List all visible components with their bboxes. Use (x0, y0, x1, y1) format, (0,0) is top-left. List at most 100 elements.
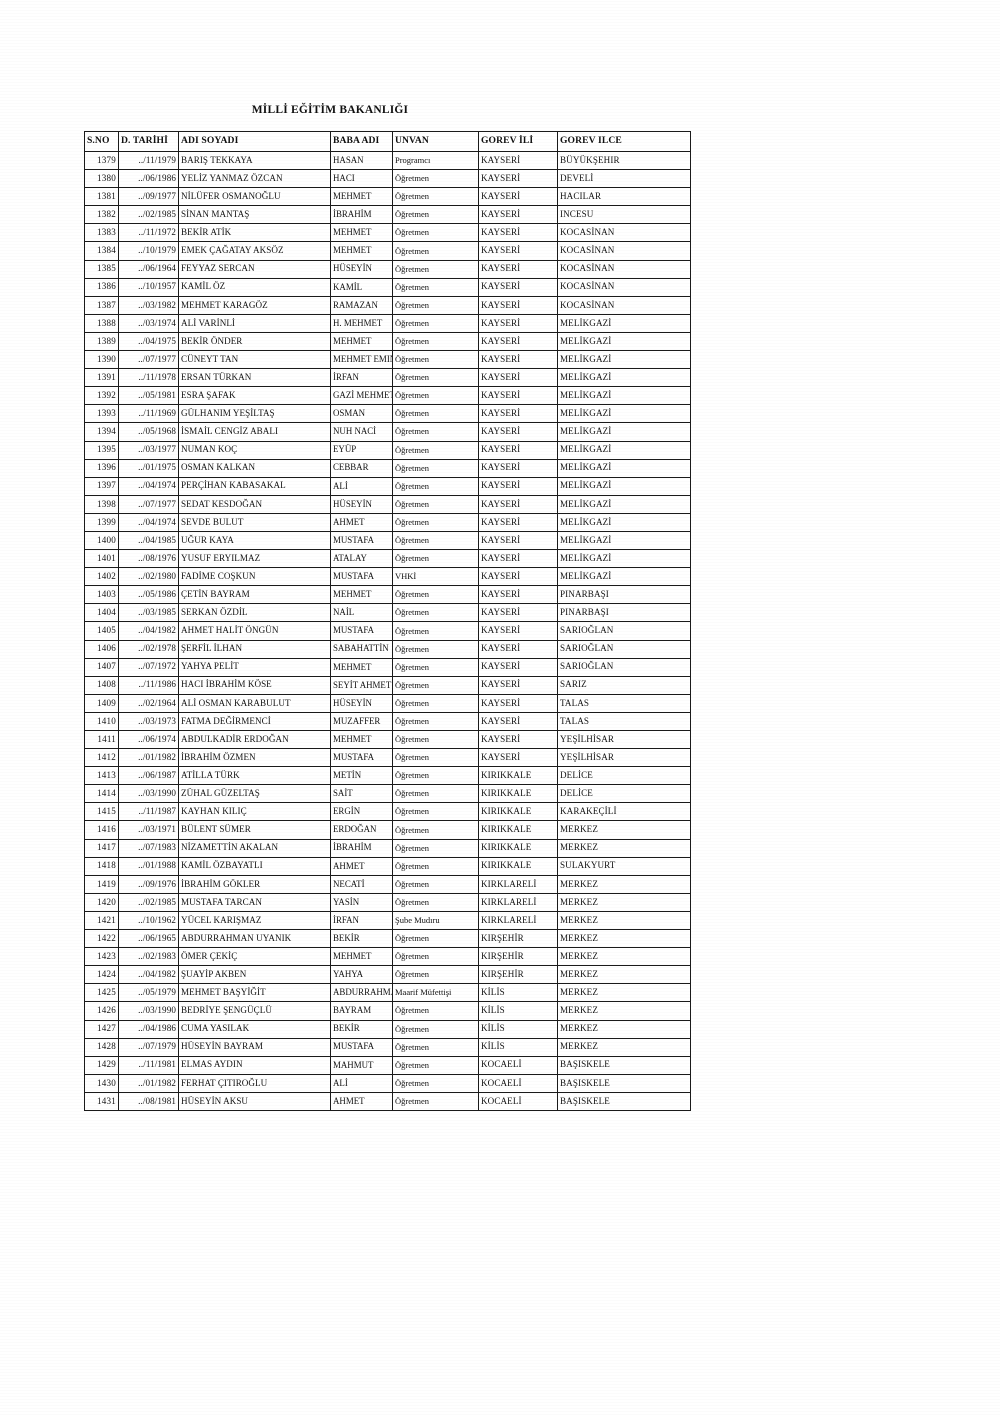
cell-unvan: VHKİ (392, 567, 479, 587)
cell-baba: MUSTAFA (330, 621, 393, 641)
cell-tarih: ../01/1982 (118, 1073, 179, 1093)
cell-unvan: Öğretmen (392, 512, 479, 532)
cell-il: KAYSERİ (478, 350, 558, 370)
cell-baba: İRFAN (330, 368, 393, 388)
table-row: 1416 ../03/1971 BÜLENT SÜMER ERDOĞAN Öğretme… (84, 820, 691, 840)
cell-ad: ÖMER ÇEKİÇ (178, 947, 331, 967)
cell-baba: MUSTAFA (330, 1037, 393, 1057)
cell-ad: UĞUR KAYA (178, 530, 331, 551)
cell-baba: HASAN (330, 150, 393, 171)
cell-ilce: MERKEZ (557, 910, 691, 931)
cell-il: KAYSERİ (478, 549, 558, 569)
column-header-tarih: D. TARİHİ (118, 131, 179, 152)
cell-ad: SEDAT KESDOĞAN (178, 494, 331, 514)
cell-ilce: TALAS (557, 711, 691, 732)
cell-il: KIRKLARELİ (478, 910, 558, 931)
cell-tarih: ../06/1965 (118, 929, 179, 949)
cell-unvan: Öğretmen (392, 368, 479, 388)
cell-sno: 1415 (84, 802, 119, 822)
cell-baba: MUSTAFA (330, 748, 393, 768)
cell-unvan: Öğretmen (392, 693, 479, 713)
cell-baba: MEHMET (330, 223, 393, 243)
cell-tarih: ../04/1974 (118, 512, 179, 532)
cell-il: KOCAELİ (478, 1091, 558, 1111)
cell-ilce: BAŞISKELE (557, 1073, 691, 1093)
cell-ad: NUMAN KOÇ (178, 440, 331, 460)
cell-ad: ALİ VARİNLİ (178, 313, 331, 333)
column-header-ad: ADI SOYADI (178, 131, 331, 152)
cell-unvan: Öğretmen (392, 241, 479, 261)
cell-unvan: Öğretmen (392, 205, 479, 225)
cell-sno: 1393 (84, 404, 119, 424)
table-row: 1415 ../11/1987 KAYHAN KILIÇ ERGİN Öğretmen K… (84, 802, 691, 822)
cell-baba: İRFAN (330, 910, 393, 931)
cell-il: KAYSERİ (478, 530, 558, 551)
cell-unvan: Öğretmen (392, 331, 479, 352)
cell-ilce: MERKEZ (557, 983, 691, 1003)
cell-il: KİLİS (478, 1001, 558, 1021)
cell-unvan: Şube Mudıru (392, 910, 479, 931)
cell-ad: MEHMET KARAGÖZ (178, 295, 331, 315)
cell-baba: YASİN (330, 892, 393, 912)
cell-ad: ŞUAYİP AKBEN (178, 965, 331, 985)
table-row: 1381 ../09/1977 NİLÜFER OSMANOĞLU MEHMET Öğr… (84, 187, 691, 207)
table-row: 1379 ../11/1979 BARIŞ TEKKAYA HASAN Programc… (84, 150, 691, 171)
cell-unvan: Öğretmen (392, 1019, 479, 1039)
cell-tarih: ../10/1957 (118, 277, 179, 297)
table-row: 1396 ../01/1975 OSMAN KALKAN CEBBAR Öğretmen… (84, 458, 691, 478)
cell-ilce: MERKEZ (557, 874, 691, 894)
table-row: 1414 ../03/1990 ZÜHAL GÜZELTAŞ SAİT Öğretmen… (84, 784, 691, 804)
cell-unvan: Öğretmen (392, 404, 479, 424)
cell-sno: 1416 (84, 820, 119, 840)
cell-ilce: MERKEZ (557, 1001, 691, 1021)
cell-tarih: ../09/1976 (118, 874, 179, 894)
table-row: 1401 ../08/1976 YUSUF ERYILMAZ ATALAY Öğretm… (84, 549, 691, 569)
cell-il: KIRKLARELİ (478, 892, 558, 912)
cell-sno: 1424 (84, 965, 119, 985)
cell-unvan: Öğretmen (392, 494, 479, 514)
cell-sno: 1407 (84, 657, 119, 677)
cell-sno: 1401 (84, 549, 119, 569)
cell-tarih: ../03/1977 (118, 440, 179, 460)
cell-unvan: Öğretmen (392, 223, 479, 243)
cell-ad: PERÇİHAN KABASAKAL (178, 476, 331, 496)
cell-unvan: Öğretmen (392, 549, 479, 569)
cell-ilce: YEŞİLHİSAR (557, 748, 691, 768)
table-row: 1380 ../06/1986 YELİZ YANMAZ ÖZCAN HACI Öğre… (84, 169, 691, 189)
cell-tarih: ../11/1972 (118, 223, 179, 243)
cell-unvan: Öğretmen (392, 476, 479, 496)
cell-ad: BEKİR ÖNDER (178, 331, 331, 352)
cell-sno: 1408 (84, 675, 119, 695)
table-row: 1387 ../03/1982 MEHMET KARAGÖZ RAMAZAN Öğret… (84, 295, 691, 315)
cell-ad: İBRAHİM ÖZMEN (178, 748, 331, 768)
cell-unvan: Maarif Müfettişi (392, 983, 479, 1003)
table-row: 1412 ../01/1982 İBRAHİM ÖZMEN MUSTAFA Öğretm… (84, 748, 691, 768)
cell-sno: 1397 (84, 476, 119, 496)
cell-unvan: Öğretmen (392, 277, 479, 297)
cell-il: KAYSERİ (478, 603, 558, 623)
cell-il: KAYSERİ (478, 277, 558, 297)
registry-table: S.NO D. TARİHİ ADI SOYADI BABA ADI UNVAN… (84, 131, 691, 1111)
cell-ad: ERSAN TÜRKAN (178, 368, 331, 388)
cell-il: KAYSERİ (478, 748, 558, 768)
cell-ilce: MELİKGAZİ (557, 530, 691, 551)
cell-ad: ZÜHAL GÜZELTAŞ (178, 784, 331, 804)
cell-sno: 1403 (84, 585, 119, 605)
cell-sno: 1429 (84, 1055, 119, 1075)
cell-il: KAYSERİ (478, 729, 558, 750)
cell-ilce: MELİKGAZİ (557, 368, 691, 388)
cell-unvan: Öğretmen (392, 440, 479, 460)
table-row: 1422 ../06/1965 ABDURRAHMAN UYANIK BEKİR Öğr… (84, 929, 691, 949)
cell-ilce: INCESU (557, 205, 691, 225)
cell-baba: KAMİL (330, 277, 393, 297)
table-row: 1392 ../05/1981 ESRA ŞAFAK GAZİ MEHMET Öğret… (84, 386, 691, 406)
cell-il: KAYSERİ (478, 567, 558, 587)
cell-sno: 1388 (84, 313, 119, 333)
cell-il: KİLİS (478, 983, 558, 1003)
cell-tarih: ../02/1985 (118, 892, 179, 912)
cell-ilce: MELİKGAZİ (557, 422, 691, 442)
cell-ad: ŞERFİL İLHAN (178, 639, 331, 659)
table-row: 1408 ../11/1986 HACI İBRAHİM KÖSE SEYİT AHM… (84, 675, 691, 695)
cell-tarih: ../10/1979 (118, 241, 179, 261)
